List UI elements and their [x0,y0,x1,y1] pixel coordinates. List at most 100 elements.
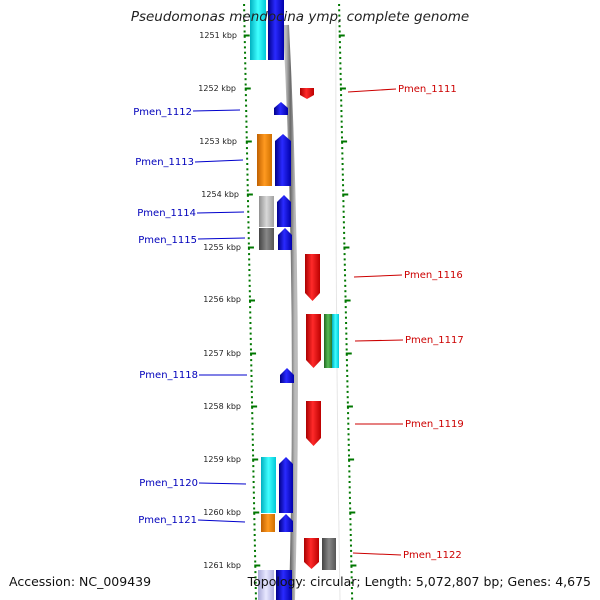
tick-dot [349,502,352,505]
kbp-label: 1257 kbp [203,349,241,358]
tick-dot [247,216,250,218]
tick-dot [347,412,350,415]
tick-dot [343,242,346,245]
tick-dot [347,428,350,430]
leader-line [194,159,244,163]
tick-dot [342,210,345,213]
tick-dot [243,30,246,33]
cog-block-dark-gray [259,228,274,250]
kbp-labels: 1251 kbp 1252 kbp 1253 kbp 1254 kbp 1255… [198,31,241,570]
gene-arrow-forward[interactable] [277,195,291,227]
tick-dot [345,332,348,335]
tick-dot [246,152,249,155]
tick-dot [244,78,247,81]
tick-dot [338,30,341,33]
tick-dot [341,141,344,144]
gene-arrow-forward[interactable] [278,228,292,250]
tick-dot [253,518,256,521]
gene-arrow-reverse[interactable] [306,401,321,446]
gene-arrow-forward[interactable] [279,457,293,513]
tick-dot [247,231,250,234]
tick-dot [346,364,349,367]
cog-block-orange [257,134,272,186]
gene-arrow-reverse[interactable] [300,88,314,99]
tick-dot [340,115,343,118]
tick-major [339,87,346,90]
leader-line [347,88,397,93]
tick-dot [350,576,353,579]
tick-dot [346,401,349,404]
gene-arrow-reverse[interactable] [304,538,319,569]
gene-label[interactable]: Pmen_1119 [405,419,464,430]
leader-line [352,552,402,556]
tick-dot [254,555,257,558]
tick-dot [254,576,257,579]
gene-label[interactable]: Pmen_1121 [138,515,197,526]
tick-dot [250,385,253,388]
tick-major [343,246,350,249]
tick-dot [254,581,257,584]
tick-dot [249,348,252,351]
tick-dot [348,465,351,468]
gene-label[interactable]: Pmen_1112 [133,107,192,118]
tick-dot [253,528,256,531]
tick-dot [340,94,343,97]
gene-label[interactable]: Pmen_1117 [405,335,464,346]
tick-dot [244,88,247,91]
tick-dot [246,173,249,176]
tick-dot [346,385,349,388]
gene-label[interactable]: Pmen_1120 [139,478,198,489]
gene-arrow-forward[interactable] [279,514,293,532]
gene-arrow-forward[interactable] [276,570,292,600]
tick-dot [339,62,342,65]
tick-dot [248,263,251,266]
tick-dot [348,486,351,489]
tick-dot [251,433,254,436]
reverse-strand-genes [300,88,321,569]
gene-arrow-forward[interactable] [275,134,291,186]
gene-label[interactable]: Pmen_1113 [135,157,194,168]
gene-arrow-reverse[interactable] [306,314,321,368]
kbp-label: 1258 kbp [203,402,241,411]
tick-dot [347,443,350,446]
tick-dot [253,544,256,547]
tick-major [345,352,352,355]
tick-dot [338,41,341,44]
cog-block-cyan [250,0,266,60]
gene-arrow-forward[interactable] [274,102,288,115]
gene-label[interactable]: Pmen_1118 [139,370,198,381]
tick-dot [244,51,247,54]
outer-guide-line [335,19,341,600]
gene-label[interactable]: Pmen_1111 [398,84,457,95]
tick-dot [340,125,343,128]
gene-label[interactable]: Pmen_1114 [137,208,196,219]
right-gene-labels: Pmen_1111 Pmen_1116 Pmen_1117 Pmen_1119 … [398,84,464,561]
tick-dot [339,67,342,70]
tick-dot [341,173,344,176]
tick-dot [247,200,250,203]
gene-arrow-forward[interactable] [280,368,294,383]
gene-arrow-forward[interactable] [268,0,284,60]
tick-dot [342,194,345,197]
tick-dot [250,359,253,362]
gene-label[interactable]: Pmen_1122 [403,550,462,561]
left-leader-lines [192,109,247,523]
tick-dot [351,597,354,600]
tick-dot [251,401,254,404]
tick-dot [245,131,248,134]
tick-dot [245,104,248,107]
gene-label[interactable]: Pmen_1115 [138,235,197,246]
tick-dot [345,327,348,330]
tick-dot [338,4,341,6]
gene-arrow-reverse[interactable] [305,254,320,301]
tick-dot [339,51,342,54]
tick-major [252,458,259,461]
gene-label[interactable]: Pmen_1116 [404,270,463,281]
tick-major [253,511,260,514]
leader-line [197,237,246,240]
cog-block-dark-gray [322,538,336,570]
tick-dot [342,216,345,218]
tick-dot [243,46,246,49]
tick-dot [245,136,248,139]
left-gene-labels: Pmen_1112 Pmen_1113 Pmen_1114 Pmen_1115 … [133,107,198,526]
